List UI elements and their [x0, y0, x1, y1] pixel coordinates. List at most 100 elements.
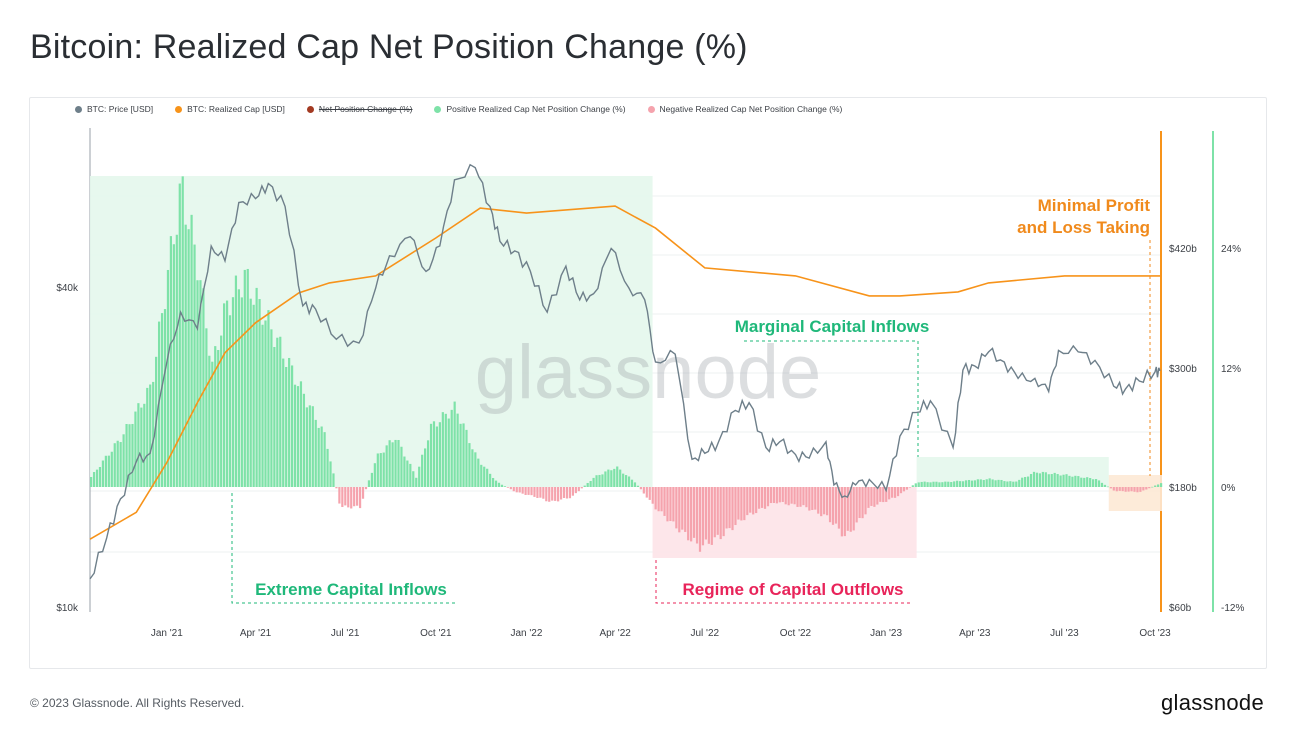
positive-change-bar	[415, 477, 418, 487]
negative-change-bar	[1133, 487, 1136, 492]
positive-change-bar	[973, 480, 976, 487]
positive-change-bar	[1024, 476, 1027, 487]
negative-change-bar	[722, 487, 725, 537]
positive-change-bar	[388, 440, 391, 487]
legend-label: BTC: Price [USD]	[87, 104, 154, 114]
positive-change-bar	[1065, 474, 1068, 487]
negative-change-bar	[533, 487, 536, 497]
legend-item[interactable]: BTC: Realized Cap [USD]	[175, 104, 285, 114]
positive-change-bar	[311, 406, 314, 487]
negative-change-bar	[335, 487, 338, 489]
positive-change-bar	[589, 480, 592, 487]
negative-change-bar	[891, 487, 894, 498]
negative-change-bar	[790, 487, 793, 504]
positive-change-bar	[1009, 481, 1012, 487]
copyright-footer: © 2023 Glassnode. All Rights Reserved.	[30, 696, 245, 710]
realized-cap-tick-label: $60b	[1169, 603, 1192, 614]
realized-cap-tick-label: $420b	[1169, 244, 1197, 255]
annotation-leader	[655, 560, 910, 604]
negative-change-bar	[775, 487, 778, 504]
positive-change-bar	[959, 481, 962, 487]
positive-change-bar	[956, 480, 959, 487]
positive-change-bar	[240, 297, 243, 487]
positive-change-bar	[403, 456, 406, 487]
negative-change-bar	[551, 487, 554, 501]
negative-change-bar	[888, 487, 891, 500]
page-title: Bitcoin: Realized Cap Net Position Chang…	[30, 28, 748, 66]
negative-change-bar	[1112, 487, 1115, 491]
positive-change-bar	[370, 472, 374, 487]
positive-change-bar	[426, 440, 430, 487]
negative-change-bar	[568, 487, 572, 499]
positive-change-bar	[231, 297, 235, 487]
negative-change-bar	[524, 487, 527, 495]
positive-change-bar	[424, 448, 427, 487]
positive-change-bar	[409, 463, 412, 487]
positive-change-bar	[193, 244, 196, 487]
positive-change-bar	[143, 403, 146, 487]
percent-tick-label: 24%	[1221, 244, 1241, 255]
x-tick-label: Jan '23	[870, 628, 902, 639]
negative-change-bar	[796, 487, 799, 507]
x-tick-label: Oct '21	[420, 628, 452, 639]
positive-change-bar	[633, 482, 637, 487]
legend-item[interactable]: Net Position Change (%)	[306, 104, 412, 114]
negative-change-bar	[580, 487, 583, 489]
realized-cap-line	[89, 205, 1160, 540]
negative-change-bar	[823, 487, 826, 515]
negative-change-bar	[642, 487, 645, 494]
negative-change-bar	[338, 487, 341, 504]
positive-change-bar	[622, 473, 625, 487]
positive-change-bar	[1044, 472, 1047, 487]
positive-change-bar	[1003, 481, 1006, 487]
positive-change-bar	[503, 486, 507, 487]
negative-change-bar	[743, 487, 746, 521]
negative-change-bar	[784, 487, 787, 505]
legend-item[interactable]: BTC: Price [USD]	[75, 104, 153, 114]
positive-change-bar	[477, 458, 480, 487]
legend-item[interactable]: Positive Realized Cap Net Position Chang…	[434, 104, 626, 114]
realized-cap-tick-label: $300b	[1169, 364, 1197, 375]
positive-change-bar	[636, 485, 640, 487]
positive-change-bar	[917, 482, 920, 487]
positive-change-bar	[483, 466, 486, 487]
legend-item[interactable]: Negative Realized Cap Net Position Chang…	[647, 104, 842, 114]
negative-change-bar	[654, 487, 657, 510]
positive-change-bar	[1157, 484, 1160, 487]
positive-change-bar	[450, 409, 453, 487]
negative-change-bar	[861, 487, 864, 519]
x-tick-label: Jan '22	[511, 628, 543, 639]
positive-change-bar	[976, 479, 979, 487]
negative-change-bar	[557, 487, 560, 502]
negative-change-bar	[710, 487, 713, 545]
negative-change-bar	[734, 487, 737, 526]
positive-change-bar	[435, 426, 439, 487]
positive-change-bar	[1000, 479, 1003, 487]
positive-change-bar	[1083, 477, 1086, 487]
positive-change-bar	[418, 466, 421, 487]
x-tick-label: Jul '21	[331, 628, 360, 639]
positive-change-bar	[625, 475, 628, 487]
positive-change-bar	[252, 304, 255, 487]
percent-tick-label: 0%	[1221, 483, 1236, 494]
positive-change-bar	[125, 424, 128, 487]
positive-change-bar	[920, 481, 923, 487]
positive-change-bar	[95, 469, 99, 487]
positive-change-bar	[128, 424, 131, 487]
legend-label: BTC: Realized Cap [USD]	[187, 104, 285, 114]
percent-tick-label: -12%	[1221, 603, 1244, 614]
positive-change-bar	[950, 482, 953, 487]
negative-change-bar	[698, 487, 702, 552]
negative-change-bar	[1118, 487, 1121, 491]
positive-change-bar	[270, 329, 273, 487]
positive-change-bar	[465, 429, 468, 487]
positive-change-bar	[1089, 478, 1092, 487]
negative-change-bar	[870, 487, 873, 506]
negative-change-bar	[1124, 487, 1127, 492]
negative-change-bar	[781, 487, 784, 502]
positive-change-bar	[373, 463, 376, 487]
negative-change-bar	[867, 487, 870, 508]
negative-change-bar	[749, 487, 752, 513]
positive-change-bar	[604, 471, 607, 487]
